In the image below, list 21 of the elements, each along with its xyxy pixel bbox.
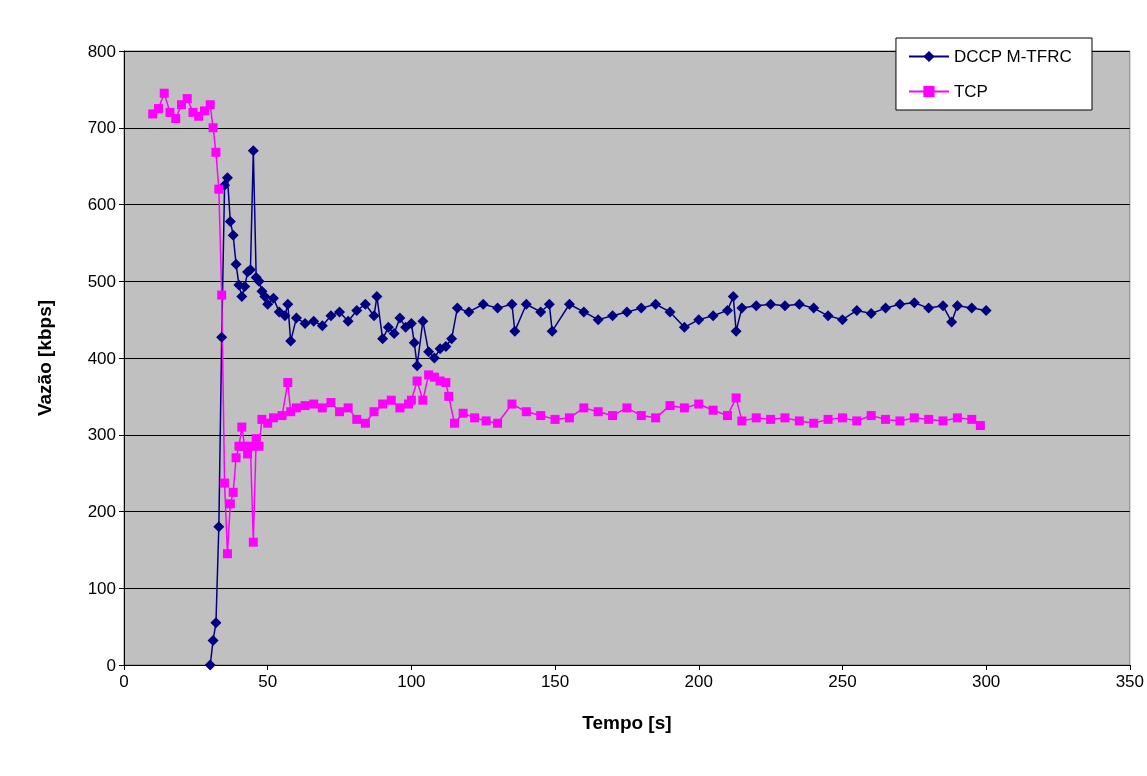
- x-tick-label: 200: [684, 672, 713, 691]
- y-tick-label: 100: [87, 578, 116, 598]
- x-tick-label: 0: [119, 672, 129, 691]
- y-tick-label: 500: [87, 271, 116, 291]
- y-tick-label: 0: [106, 655, 116, 675]
- y-tick-label: 200: [87, 502, 116, 521]
- y-tick-label: 600: [87, 195, 116, 214]
- y-tick-label: 700: [87, 118, 116, 138]
- x-axis-title: Tempo [s]: [582, 712, 672, 733]
- x-tick-label: 100: [397, 672, 426, 691]
- x-tick-label: 300: [971, 672, 1001, 691]
- y-tick-label: 800: [87, 41, 116, 61]
- legend-label: TCP: [953, 82, 988, 101]
- legend-label: DCCP M-TFRC: [953, 47, 1072, 66]
- y-tick-label: 300: [87, 425, 116, 445]
- x-tick-label: 350: [1115, 672, 1145, 691]
- y-axis-title: Vazão [kbps]: [34, 299, 55, 417]
- x-tick-label: 150: [540, 672, 570, 691]
- x-tick-label: 50: [258, 672, 278, 691]
- y-tick-label: 400: [87, 348, 116, 368]
- x-tick-label: 250: [828, 672, 857, 691]
